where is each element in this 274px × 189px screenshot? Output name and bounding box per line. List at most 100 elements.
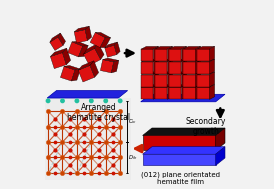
- Polygon shape: [155, 74, 167, 87]
- Polygon shape: [111, 60, 119, 73]
- Polygon shape: [62, 48, 71, 65]
- Polygon shape: [183, 74, 196, 87]
- Polygon shape: [216, 147, 225, 165]
- Polygon shape: [197, 72, 215, 74]
- Polygon shape: [142, 154, 216, 165]
- Polygon shape: [142, 147, 225, 154]
- Polygon shape: [169, 72, 187, 74]
- Polygon shape: [50, 48, 67, 57]
- Polygon shape: [183, 87, 196, 99]
- Polygon shape: [78, 46, 88, 57]
- Polygon shape: [114, 42, 120, 55]
- Circle shape: [75, 98, 79, 103]
- Polygon shape: [197, 62, 210, 74]
- Polygon shape: [210, 72, 215, 87]
- Polygon shape: [169, 62, 181, 74]
- Polygon shape: [50, 33, 60, 42]
- Circle shape: [60, 98, 65, 103]
- Polygon shape: [50, 37, 63, 50]
- Circle shape: [46, 98, 50, 103]
- Polygon shape: [216, 128, 225, 150]
- Polygon shape: [210, 85, 215, 99]
- Polygon shape: [78, 61, 94, 70]
- Polygon shape: [167, 46, 173, 61]
- Polygon shape: [155, 59, 173, 62]
- Polygon shape: [100, 60, 114, 73]
- Polygon shape: [196, 85, 201, 99]
- Polygon shape: [68, 42, 83, 57]
- Polygon shape: [181, 59, 187, 74]
- Polygon shape: [90, 32, 105, 48]
- Polygon shape: [197, 87, 210, 99]
- Polygon shape: [95, 43, 104, 60]
- Polygon shape: [169, 49, 181, 61]
- Polygon shape: [47, 91, 128, 98]
- Polygon shape: [58, 33, 65, 45]
- Polygon shape: [169, 74, 181, 87]
- Polygon shape: [141, 59, 158, 62]
- Polygon shape: [210, 59, 215, 74]
- Polygon shape: [105, 45, 117, 57]
- Polygon shape: [105, 42, 118, 48]
- Polygon shape: [155, 62, 167, 74]
- Polygon shape: [155, 72, 173, 74]
- Polygon shape: [72, 69, 81, 81]
- Polygon shape: [142, 128, 225, 136]
- Circle shape: [103, 98, 108, 103]
- Polygon shape: [50, 53, 66, 69]
- Polygon shape: [210, 46, 215, 61]
- Polygon shape: [169, 46, 187, 49]
- Polygon shape: [141, 85, 158, 87]
- Polygon shape: [74, 26, 89, 32]
- Polygon shape: [197, 49, 210, 61]
- Polygon shape: [141, 87, 153, 99]
- Polygon shape: [141, 46, 158, 49]
- Polygon shape: [181, 46, 187, 61]
- Polygon shape: [78, 65, 95, 82]
- Polygon shape: [197, 85, 215, 87]
- Polygon shape: [167, 72, 173, 87]
- Polygon shape: [196, 59, 201, 74]
- Polygon shape: [153, 72, 158, 87]
- Polygon shape: [153, 59, 158, 74]
- Polygon shape: [155, 46, 173, 49]
- Polygon shape: [183, 59, 201, 62]
- Polygon shape: [183, 62, 196, 74]
- Polygon shape: [169, 87, 181, 99]
- Polygon shape: [74, 30, 87, 43]
- Polygon shape: [142, 136, 216, 150]
- Polygon shape: [141, 74, 153, 87]
- Polygon shape: [84, 48, 101, 65]
- Polygon shape: [141, 94, 225, 102]
- Polygon shape: [95, 32, 111, 38]
- Polygon shape: [90, 61, 99, 77]
- Polygon shape: [61, 66, 75, 81]
- Polygon shape: [196, 46, 201, 61]
- Polygon shape: [169, 59, 187, 62]
- Polygon shape: [85, 26, 92, 41]
- Text: $C_{iv}$: $C_{iv}$: [128, 117, 137, 126]
- Polygon shape: [84, 43, 98, 54]
- Polygon shape: [72, 41, 88, 46]
- Polygon shape: [103, 58, 119, 62]
- Polygon shape: [155, 85, 173, 87]
- Polygon shape: [153, 85, 158, 99]
- Polygon shape: [155, 49, 167, 61]
- Text: (012) plane orientated
hematite film: (012) plane orientated hematite film: [141, 171, 219, 184]
- Polygon shape: [197, 46, 215, 49]
- Text: $D_{ih}$: $D_{ih}$: [128, 153, 137, 162]
- Bar: [45, 98, 132, 180]
- Polygon shape: [141, 72, 158, 74]
- Polygon shape: [100, 38, 111, 48]
- Polygon shape: [183, 46, 201, 49]
- Polygon shape: [153, 46, 158, 61]
- Polygon shape: [196, 72, 201, 87]
- Polygon shape: [64, 65, 81, 70]
- Circle shape: [118, 98, 122, 103]
- Polygon shape: [141, 49, 153, 61]
- Polygon shape: [181, 72, 187, 87]
- Polygon shape: [169, 85, 187, 87]
- Polygon shape: [183, 49, 196, 61]
- Polygon shape: [197, 74, 210, 87]
- Polygon shape: [183, 85, 201, 87]
